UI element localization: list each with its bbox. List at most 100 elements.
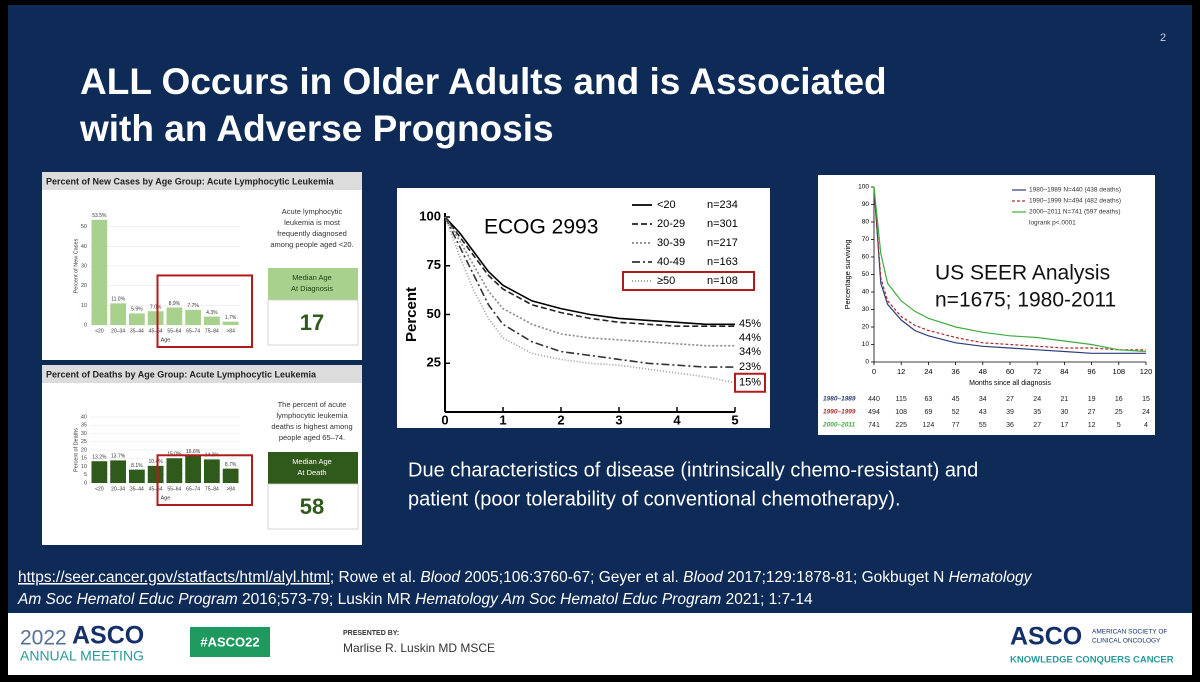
legend-label: 40-49 <box>657 256 685 268</box>
x-tick-label: 75–84 <box>205 328 219 334</box>
x-tick-label: 24 <box>924 367 932 376</box>
panel-note: The percent of acute <box>278 400 347 409</box>
highlight-box <box>622 271 755 291</box>
y-tick-label: 50 <box>427 306 441 321</box>
panel-note: leukemia is most <box>284 218 341 227</box>
y-tick-label: 30 <box>81 431 87 437</box>
x-axis-label: Months since all diagnosis <box>969 380 1051 387</box>
risk-count: 16 <box>1115 396 1123 403</box>
panel <box>397 188 770 428</box>
y-tick-label: 20 <box>81 447 87 453</box>
survival-curve <box>444 216 735 326</box>
legend-label: 2000–2011 N=741 (597 deaths) <box>1029 209 1121 216</box>
y-tick-label: 20 <box>81 283 87 289</box>
end-label: 23% <box>739 361 761 373</box>
legend-label: 1990–1999 N=494 (482 deaths) <box>1029 198 1121 205</box>
median-label: At Diagnosis <box>291 284 333 293</box>
risk-count: 55 <box>979 422 987 429</box>
logo: ASCO <box>1010 623 1082 651</box>
x-tick-label: 20–34 <box>111 328 125 334</box>
median-header <box>268 268 358 300</box>
risk-count: 36 <box>1006 422 1014 429</box>
annotation: n=1675; 1980-2011 <box>935 289 1116 312</box>
panel-note: deaths is highest among <box>271 422 352 431</box>
bar <box>147 311 164 325</box>
panel-header <box>42 172 362 190</box>
risk-count: 124 <box>923 422 935 429</box>
y-tick-label: 0 <box>84 322 87 328</box>
risk-count: 115 <box>896 396 907 403</box>
risk-count: 741 <box>868 422 880 429</box>
risk-count: 69 <box>925 409 933 416</box>
reference-part: 2016;573-79; Luskin MR <box>238 591 416 608</box>
risk-count: 24 <box>1033 396 1041 403</box>
x-tick-label: >84 <box>226 486 235 492</box>
y-tick-label: 30 <box>81 263 87 269</box>
y-axis-label: Percentage surviving <box>843 239 852 309</box>
risk-count: 43 <box>979 409 987 416</box>
value-label: 16.6% <box>186 449 201 455</box>
end-label: 34% <box>739 346 761 358</box>
risk-count: 77 <box>952 422 960 429</box>
slide-number: 2 <box>1160 32 1166 44</box>
x-tick-label: <20 <box>95 486 104 492</box>
y-axis-label: Percent of New Cases <box>73 238 79 293</box>
x-tick-label: 55–64 <box>167 328 181 334</box>
reference-part: Hematology Am Soc Hematol Educ Program <box>415 591 721 608</box>
median-label: Median Age <box>292 273 332 282</box>
legend-n: n=108 <box>707 275 738 287</box>
reference-line: Am Soc Hematol Educ Program 2016;573-79;… <box>17 591 813 608</box>
y-tick-label: 30 <box>862 306 870 313</box>
bar <box>91 219 108 325</box>
title-line: ALL Occurs in Older Adults and is Associ… <box>80 61 887 102</box>
panel-title: Percent of Deaths by Age Group: Acute Ly… <box>46 369 317 379</box>
y-tick-label: 35 <box>81 423 87 429</box>
risk-count: 25 <box>1115 409 1123 416</box>
x-tick-label: 65–74 <box>186 486 200 492</box>
survival-curve <box>873 186 1146 354</box>
footer-year: 2022 <box>20 627 67 650</box>
x-tick-label: 48 <box>979 367 987 376</box>
value-label: 5.9% <box>131 307 143 313</box>
legend-n: n=217 <box>707 237 738 249</box>
risk-count: 34 <box>979 396 987 403</box>
y-axis-label: Percent of Deaths <box>73 428 79 472</box>
bar <box>166 458 183 483</box>
x-tick-label: 96 <box>1087 367 1095 376</box>
logrank: logrank p<.0001 <box>1029 220 1076 227</box>
x-tick-label: <20 <box>95 328 104 334</box>
y-tick-label: 90 <box>862 201 870 208</box>
panel-title: Percent of New Cases by Age Group: Acute… <box>46 176 335 186</box>
value-label: 13.7% <box>111 454 126 460</box>
y-tick-label: 100 <box>419 208 441 223</box>
x-tick-label: 120 <box>1140 367 1153 376</box>
highlight-box <box>156 274 253 348</box>
x-tick-label: 1 <box>499 412 506 427</box>
reference-part: ; Rowe et al. <box>330 569 420 586</box>
reference-part: 2017;129:1878-81; Gokbuget N <box>723 569 949 586</box>
end-label: 15% <box>739 377 761 389</box>
bar-panel: Percent of New Cases by Age Group: Acute… <box>42 172 362 360</box>
risk-row-label: 2000–2011 <box>822 422 855 429</box>
y-tick-label: 70 <box>862 236 870 243</box>
value-label: 8.1% <box>131 463 143 469</box>
risk-count: 15 <box>1142 396 1150 403</box>
risk-count: 27 <box>1006 396 1014 403</box>
y-tick-label: 40 <box>81 244 87 250</box>
legend-n: n=163 <box>707 256 738 268</box>
bar <box>129 313 145 325</box>
bar <box>204 459 220 483</box>
risk-count: 52 <box>952 409 960 416</box>
y-axis-label: Percent <box>403 287 420 342</box>
panel-note: frequently diagnosed <box>277 229 347 238</box>
reference-part: 2005;106:3760-67; Geyer et al. <box>460 569 683 586</box>
survival-curve <box>444 216 735 327</box>
x-tick-label: 3 <box>615 412 622 427</box>
x-tick-label: 20–34 <box>111 486 125 492</box>
legend-label: ≥50 <box>657 275 675 287</box>
risk-row-label: 1980–1989 <box>823 396 856 403</box>
risk-count: 30 <box>1061 409 1069 416</box>
risk-count: 19 <box>1088 396 1096 403</box>
bar <box>110 303 126 325</box>
reference-part: 2021; 1:7-14 <box>721 591 813 608</box>
